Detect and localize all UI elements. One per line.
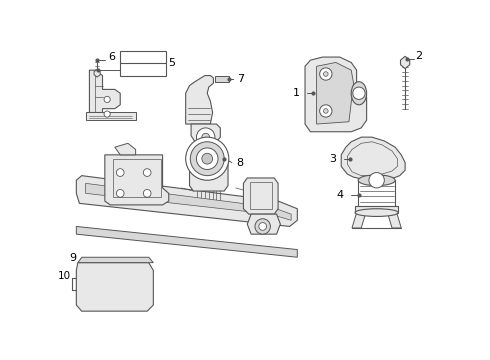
Circle shape (143, 189, 151, 197)
Circle shape (202, 153, 213, 164)
Polygon shape (388, 213, 401, 228)
Polygon shape (191, 124, 220, 145)
Circle shape (117, 169, 124, 176)
Polygon shape (317, 62, 354, 124)
Circle shape (190, 142, 224, 176)
Text: 7: 7 (238, 75, 245, 84)
Circle shape (323, 109, 328, 113)
Circle shape (369, 172, 384, 188)
Circle shape (319, 68, 332, 80)
Polygon shape (190, 157, 228, 191)
Text: 10: 10 (58, 271, 72, 281)
Circle shape (186, 137, 229, 180)
Polygon shape (115, 143, 136, 155)
Polygon shape (244, 178, 278, 214)
Polygon shape (105, 155, 169, 205)
Bar (215, 76, 229, 82)
Polygon shape (341, 137, 405, 180)
Polygon shape (355, 206, 398, 213)
Polygon shape (78, 257, 153, 263)
Circle shape (259, 222, 267, 230)
Ellipse shape (358, 175, 395, 186)
Text: 9: 9 (69, 253, 76, 263)
Circle shape (202, 133, 210, 141)
Polygon shape (305, 57, 367, 132)
Text: 5: 5 (169, 58, 175, 68)
Polygon shape (76, 263, 153, 311)
Text: 1: 1 (293, 88, 300, 98)
Circle shape (143, 169, 151, 176)
Circle shape (196, 128, 215, 147)
Circle shape (117, 189, 124, 197)
Polygon shape (247, 214, 280, 234)
Polygon shape (86, 183, 291, 220)
Circle shape (104, 111, 110, 117)
Ellipse shape (351, 82, 367, 105)
Circle shape (196, 148, 218, 170)
Text: 6: 6 (108, 52, 115, 62)
Polygon shape (76, 226, 297, 257)
Text: 8: 8 (236, 158, 243, 167)
Polygon shape (94, 69, 100, 77)
Polygon shape (400, 56, 410, 69)
Polygon shape (186, 76, 214, 124)
Circle shape (353, 87, 365, 99)
Ellipse shape (355, 209, 398, 216)
Polygon shape (86, 112, 136, 120)
Circle shape (323, 72, 328, 76)
Text: 4: 4 (337, 190, 343, 200)
Circle shape (319, 105, 332, 117)
Bar (120, 51, 167, 76)
Circle shape (104, 96, 110, 103)
Polygon shape (89, 70, 120, 112)
Text: 3: 3 (329, 154, 336, 164)
Circle shape (255, 219, 270, 234)
Polygon shape (76, 176, 297, 226)
Text: 2: 2 (415, 51, 422, 61)
Polygon shape (352, 213, 366, 228)
